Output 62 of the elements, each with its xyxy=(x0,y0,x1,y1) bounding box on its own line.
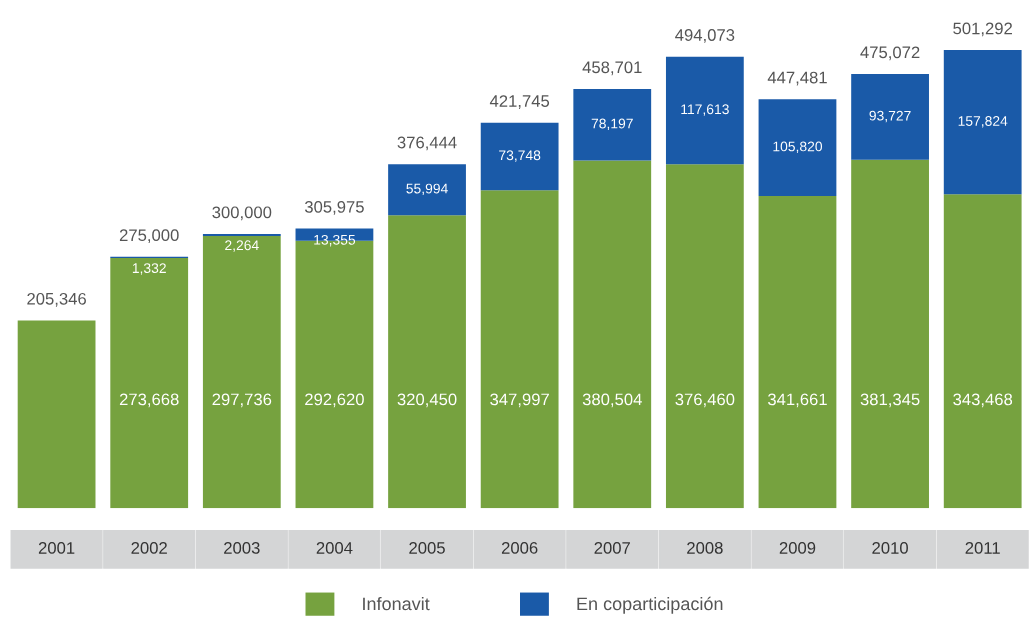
data-label: 380,504 xyxy=(582,393,642,408)
x-tick-label: 2001 xyxy=(38,541,75,554)
bar xyxy=(665,56,744,165)
x-tick-label: 2011 xyxy=(965,541,1000,554)
data-label: 2,264 xyxy=(225,240,259,252)
x-tick-label: 2003 xyxy=(224,541,260,554)
bar xyxy=(110,258,189,509)
bar xyxy=(573,160,652,509)
data-label: 117,613 xyxy=(681,104,729,116)
data-label: 320,450 xyxy=(397,393,457,408)
x-tick-label: 2010 xyxy=(872,541,908,554)
total-label: 376,444 xyxy=(397,136,457,151)
total-label: 421,745 xyxy=(489,95,550,109)
bar xyxy=(480,122,559,191)
total-label: 275,000 xyxy=(119,229,179,244)
bar xyxy=(665,164,744,509)
bar xyxy=(758,99,837,196)
bar xyxy=(943,50,1022,195)
data-label: 273,668 xyxy=(119,393,179,408)
total-label: 475,072 xyxy=(860,46,920,61)
legend-label: Infonavit xyxy=(363,596,430,611)
bar xyxy=(851,159,929,509)
total-label: 494,073 xyxy=(675,29,735,43)
data-label: 381,345 xyxy=(860,393,920,408)
x-tick-label: 2006 xyxy=(501,541,538,554)
data-label: 343,468 xyxy=(953,393,1013,408)
x-tick-label: 2004 xyxy=(316,541,353,554)
bar xyxy=(480,190,559,509)
total-label: 447,481 xyxy=(767,71,827,86)
data-label: 292,620 xyxy=(305,393,364,408)
x-tick-label: 2007 xyxy=(594,541,630,554)
x-tick-label: 2002 xyxy=(131,541,167,554)
x-tick-label: 2008 xyxy=(687,541,723,554)
bar xyxy=(758,195,837,509)
total-label: 501,292 xyxy=(953,22,1012,37)
data-label: 376,460 xyxy=(675,393,735,408)
total-label: 205,346 xyxy=(27,292,86,307)
bar xyxy=(573,88,652,161)
data-label: 347,997 xyxy=(490,393,549,408)
x-tick-label: 2005 xyxy=(409,541,445,554)
bar xyxy=(202,234,281,237)
data-label: 157,824 xyxy=(958,116,1008,128)
data-label: 73,748 xyxy=(499,150,541,162)
bar xyxy=(202,236,281,509)
bar xyxy=(851,74,929,160)
legend-label: En coparticipación xyxy=(577,596,723,614)
data-label: 105,820 xyxy=(773,141,823,153)
data-label: 297,736 xyxy=(212,393,272,408)
data-label: 1,332 xyxy=(132,263,166,275)
bar xyxy=(388,215,466,509)
data-label: 78,197 xyxy=(591,118,633,131)
bar xyxy=(388,164,466,216)
data-label: 93,727 xyxy=(869,110,911,123)
data-label: 13,355 xyxy=(314,234,356,247)
bar xyxy=(943,194,1022,509)
total-label: 300,000 xyxy=(212,206,272,221)
data-label: 55,994 xyxy=(406,183,448,196)
data-label: 341,661 xyxy=(767,393,827,408)
bar xyxy=(17,320,96,509)
total-label: 458,701 xyxy=(582,61,642,76)
total-label: 305,975 xyxy=(304,200,364,215)
x-tick-label: 2009 xyxy=(779,541,816,554)
